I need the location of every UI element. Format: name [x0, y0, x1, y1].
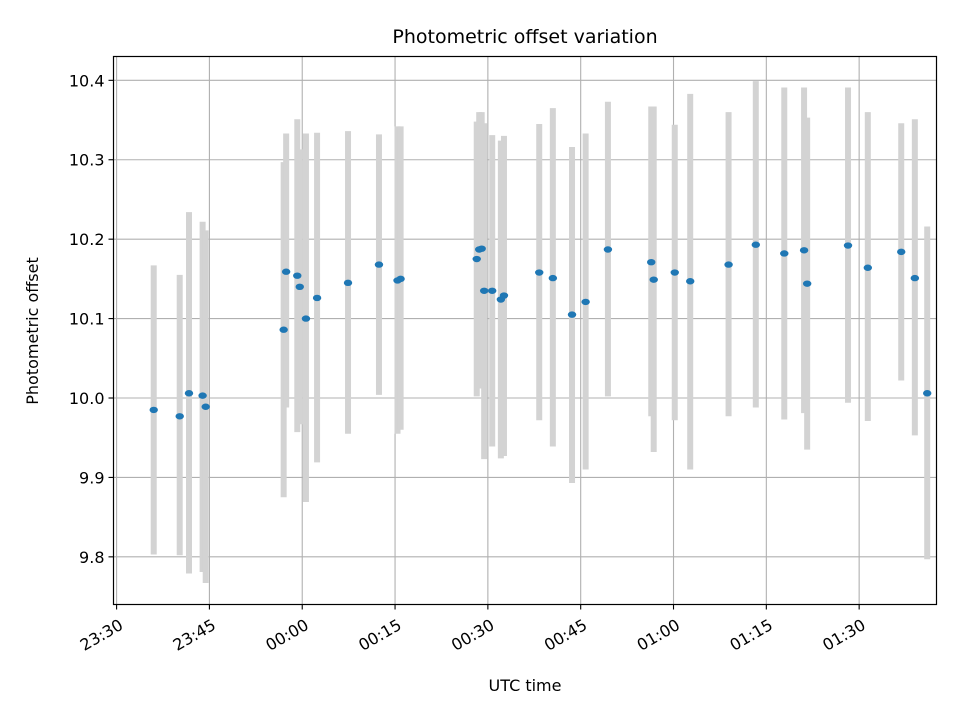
data-point — [649, 276, 658, 283]
data-point — [802, 280, 812, 287]
data-point — [751, 241, 761, 248]
y-axis-label: Photometric offset — [23, 257, 42, 405]
data-point — [198, 392, 207, 399]
point-layer — [149, 241, 932, 420]
y-tick-label: 10.2 — [69, 230, 105, 249]
data-point — [567, 311, 577, 318]
data-point — [293, 272, 302, 279]
y-tick-label: 10.3 — [69, 151, 105, 170]
chart-title: Photometric offset variation — [392, 26, 657, 48]
data-point — [799, 247, 809, 254]
data-point — [686, 278, 695, 285]
data-point — [535, 269, 544, 276]
y-tick-label: 9.8 — [79, 548, 104, 567]
data-point — [479, 287, 489, 294]
data-point — [647, 258, 656, 266]
data-point — [843, 242, 853, 249]
data-point — [581, 298, 590, 306]
data-point — [897, 248, 906, 256]
data-point — [477, 245, 486, 252]
plot-frame — [112, 55, 938, 606]
y-tick-label: 10.4 — [69, 71, 105, 90]
y-tick-label: 10.0 — [69, 389, 105, 408]
data-point — [724, 261, 733, 268]
y-tick-label: 9.9 — [79, 468, 104, 487]
data-point — [472, 255, 481, 263]
data-point — [488, 287, 497, 294]
data-point — [201, 403, 210, 410]
x-axis-label: UTC time — [489, 676, 562, 695]
data-point — [175, 413, 184, 420]
data-point — [312, 294, 322, 302]
grid-layer — [113, 56, 937, 605]
data-point — [279, 326, 288, 333]
data-point — [780, 250, 789, 257]
data-point — [910, 274, 920, 282]
data-point — [301, 315, 311, 322]
data-point — [184, 390, 194, 397]
data-point — [548, 274, 558, 282]
data-point — [149, 406, 158, 414]
data-point — [374, 261, 384, 268]
data-point — [670, 269, 679, 276]
y-tick-label: 10.1 — [69, 310, 105, 329]
data-point — [396, 275, 405, 283]
data-point — [863, 264, 873, 271]
data-point — [295, 283, 304, 291]
data-point — [923, 390, 932, 397]
data-point — [281, 268, 291, 275]
data-point — [603, 246, 613, 253]
data-point — [499, 292, 509, 299]
data-point — [343, 279, 353, 287]
